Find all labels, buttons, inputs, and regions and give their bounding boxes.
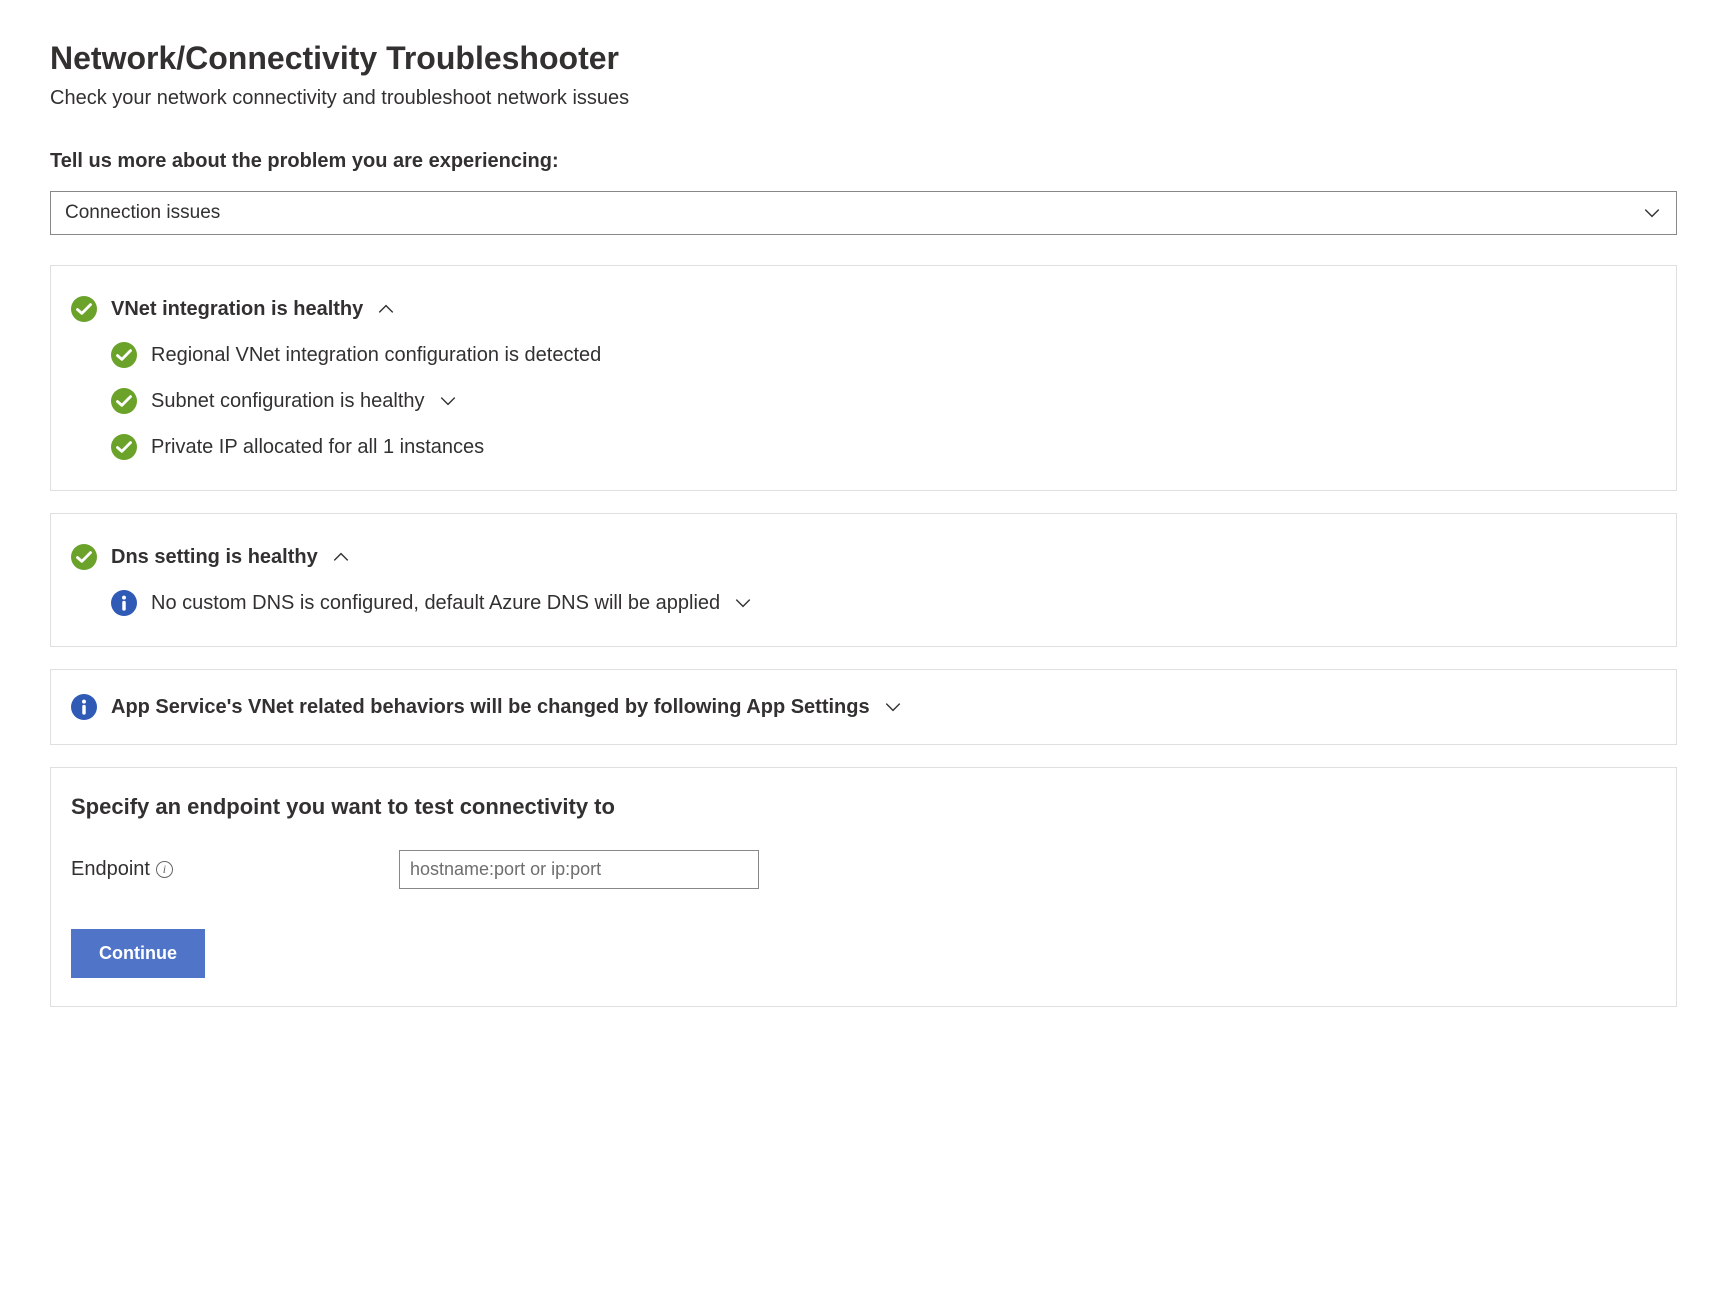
endpoint-panel: Specify an endpoint you want to test con…	[50, 767, 1677, 1007]
success-icon	[111, 388, 137, 414]
appsettings-title: App Service's VNet related behaviors wil…	[111, 696, 870, 719]
endpoint-input[interactable]	[399, 850, 759, 889]
vnet-item-text: Subnet configuration is healthy	[151, 390, 425, 413]
problem-select[interactable]: Connection issues	[50, 191, 1677, 235]
vnet-panel: VNet integration is healthy Regional VNe…	[50, 265, 1677, 491]
vnet-header[interactable]: VNet integration is healthy	[71, 286, 1656, 332]
problem-select-value: Connection issues	[65, 202, 220, 224]
success-icon	[71, 544, 97, 570]
prompt-label: Tell us more about the problem you are e…	[50, 150, 1677, 173]
info-icon	[71, 694, 97, 720]
vnet-item[interactable]: Subnet configuration is healthy	[71, 378, 1656, 424]
success-icon	[111, 434, 137, 460]
dns-item-text: No custom DNS is configured, default Azu…	[151, 592, 720, 615]
dns-header[interactable]: Dns setting is healthy	[71, 534, 1656, 580]
success-icon	[71, 296, 97, 322]
endpoint-label: Endpoint i	[71, 858, 391, 881]
info-outline-icon[interactable]: i	[156, 861, 173, 878]
chevron-down-icon	[734, 594, 752, 612]
page-title: Network/Connectivity Troubleshooter	[50, 40, 1677, 77]
info-icon	[111, 590, 137, 616]
vnet-item-text: Regional VNet integration configuration …	[151, 344, 601, 367]
endpoint-label-text: Endpoint	[71, 858, 150, 881]
vnet-item: Regional VNet integration configuration …	[71, 332, 1656, 378]
success-icon	[111, 342, 137, 368]
chevron-down-icon	[1643, 204, 1661, 222]
dns-title: Dns setting is healthy	[111, 546, 318, 569]
page-subtitle: Check your network connectivity and trou…	[50, 87, 1677, 110]
dns-panel: Dns setting is healthy No custom DNS is …	[50, 513, 1677, 647]
endpoint-section-title: Specify an endpoint you want to test con…	[71, 794, 1656, 820]
chevron-up-icon	[377, 300, 395, 318]
continue-button[interactable]: Continue	[71, 929, 205, 978]
chevron-up-icon	[332, 548, 350, 566]
chevron-down-icon	[439, 392, 457, 410]
appsettings-header[interactable]: App Service's VNet related behaviors wil…	[71, 690, 1656, 724]
vnet-item: Private IP allocated for all 1 instances	[71, 424, 1656, 470]
dns-item[interactable]: No custom DNS is configured, default Azu…	[71, 580, 1656, 626]
chevron-down-icon	[884, 698, 902, 716]
vnet-title: VNet integration is healthy	[111, 298, 363, 321]
vnet-item-text: Private IP allocated for all 1 instances	[151, 436, 484, 459]
appsettings-panel: App Service's VNet related behaviors wil…	[50, 669, 1677, 745]
